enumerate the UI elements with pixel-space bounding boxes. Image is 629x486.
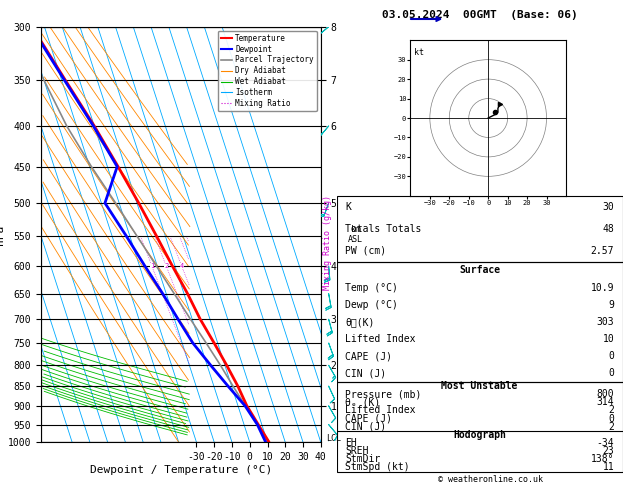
Text: StmSpd (kt): StmSpd (kt) xyxy=(345,463,409,472)
Text: EH: EH xyxy=(345,438,357,448)
Text: 30: 30 xyxy=(603,202,614,212)
Text: 11: 11 xyxy=(603,463,614,472)
Y-axis label: km
ASL: km ASL xyxy=(348,225,364,244)
Text: -34: -34 xyxy=(596,438,614,448)
Text: 9: 9 xyxy=(608,300,614,310)
Text: 10.9: 10.9 xyxy=(591,282,614,293)
Text: 303: 303 xyxy=(596,317,614,327)
Text: CIN (J): CIN (J) xyxy=(345,422,386,432)
Text: Hodograph: Hodograph xyxy=(453,430,506,440)
Text: 0: 0 xyxy=(608,414,614,424)
Text: 0: 0 xyxy=(608,368,614,379)
Text: 23: 23 xyxy=(603,446,614,456)
Text: CIN (J): CIN (J) xyxy=(345,368,386,379)
Bar xyxy=(337,196,623,262)
Text: 2: 2 xyxy=(164,263,169,269)
Bar xyxy=(337,382,623,471)
Text: Totals Totals: Totals Totals xyxy=(345,224,421,234)
Text: 03.05.2024  00GMT  (Base: 06): 03.05.2024 00GMT (Base: 06) xyxy=(382,10,577,19)
Y-axis label: hPa: hPa xyxy=(0,225,5,244)
Bar xyxy=(337,262,623,382)
Text: 138°: 138° xyxy=(591,454,614,464)
Text: CAPE (J): CAPE (J) xyxy=(345,351,392,361)
Text: Temp (°C): Temp (°C) xyxy=(345,282,398,293)
Text: 2.57: 2.57 xyxy=(591,246,614,256)
Text: 4: 4 xyxy=(179,263,184,269)
Text: Lifted Index: Lifted Index xyxy=(345,405,416,416)
Text: 1: 1 xyxy=(150,263,154,269)
Text: LCL: LCL xyxy=(326,434,342,443)
Legend: Temperature, Dewpoint, Parcel Trajectory, Dry Adiabat, Wet Adiabat, Isotherm, Mi: Temperature, Dewpoint, Parcel Trajectory… xyxy=(218,31,317,111)
Text: Lifted Index: Lifted Index xyxy=(345,334,416,344)
Text: θᴄ(K): θᴄ(K) xyxy=(345,317,374,327)
Text: 2: 2 xyxy=(608,422,614,432)
Text: 800: 800 xyxy=(596,389,614,399)
Text: SREH: SREH xyxy=(345,446,369,456)
Text: 2: 2 xyxy=(608,405,614,416)
Text: Pressure (mb): Pressure (mb) xyxy=(345,389,421,399)
Text: StmDir: StmDir xyxy=(345,454,381,464)
X-axis label: Dewpoint / Temperature (°C): Dewpoint / Temperature (°C) xyxy=(90,465,272,475)
Text: PW (cm): PW (cm) xyxy=(345,246,386,256)
Text: CAPE (J): CAPE (J) xyxy=(345,414,392,424)
Text: K: K xyxy=(345,202,351,212)
Text: 48: 48 xyxy=(603,224,614,234)
Text: Surface: Surface xyxy=(459,265,500,276)
Text: 314: 314 xyxy=(596,398,614,407)
Text: 0: 0 xyxy=(608,351,614,361)
Title: 52°18'N  4°47'E  −4m ASL: 52°18'N 4°47'E −4m ASL xyxy=(100,15,262,25)
Text: θₑ (K): θₑ (K) xyxy=(345,398,381,407)
Text: Most Unstable: Most Unstable xyxy=(442,381,518,391)
Text: kt: kt xyxy=(415,48,425,57)
Text: Dewp (°C): Dewp (°C) xyxy=(345,300,398,310)
Text: © weatheronline.co.uk: © weatheronline.co.uk xyxy=(438,474,543,484)
Text: 10: 10 xyxy=(603,334,614,344)
Text: Mixing Ratio (g/kg): Mixing Ratio (g/kg) xyxy=(323,195,331,291)
